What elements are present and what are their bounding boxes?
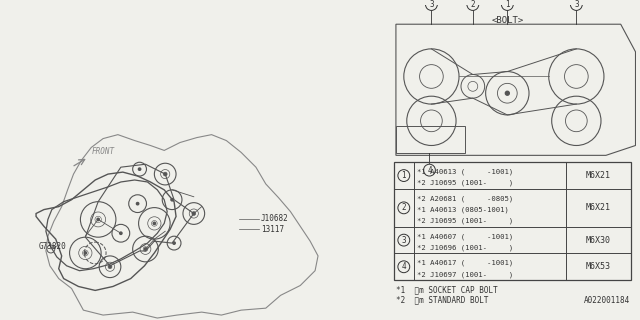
Circle shape [501,0,513,11]
Circle shape [97,218,99,220]
Circle shape [171,198,173,201]
Circle shape [398,234,410,246]
Text: 2: 2 [470,0,475,9]
Text: *1  Ⓢm SOCKET CAP BOLT: *1 Ⓢm SOCKET CAP BOLT [396,285,498,294]
Text: *2 J10696 (1001-     ): *2 J10696 (1001- ) [417,244,513,251]
Circle shape [506,91,509,95]
Circle shape [570,0,582,11]
Text: *2 J10697 (1001-     ): *2 J10697 (1001- ) [417,271,513,278]
Circle shape [153,222,156,225]
Circle shape [424,164,435,176]
Text: M6X30: M6X30 [586,236,611,244]
Text: 1: 1 [505,0,509,9]
Circle shape [426,0,437,11]
Text: *2 J10695 (1001-     ): *2 J10695 (1001- ) [417,218,513,224]
Circle shape [144,248,147,250]
Text: 3: 3 [574,0,579,9]
Text: G73820: G73820 [39,242,67,251]
Text: M6X21: M6X21 [586,171,611,180]
Circle shape [193,212,195,215]
Circle shape [138,168,141,170]
Text: *1 A40607 (     -1001): *1 A40607 ( -1001) [417,233,513,240]
Text: 4: 4 [427,166,432,175]
Text: 3: 3 [401,236,406,244]
Text: A022001184: A022001184 [584,296,630,305]
Circle shape [109,266,111,268]
Circle shape [467,0,479,11]
Text: 4: 4 [401,262,406,271]
Circle shape [84,252,86,254]
Text: 13117: 13117 [261,225,284,234]
Text: *2 A20681 (     -0805): *2 A20681 ( -0805) [417,195,513,202]
Text: 3: 3 [429,0,434,9]
Circle shape [398,170,410,181]
Circle shape [173,242,175,244]
Text: M6X53: M6X53 [586,262,611,271]
Text: *1 A40617 (     -1001): *1 A40617 ( -1001) [417,260,513,266]
Text: FRONT: FRONT [92,147,115,156]
Text: <BOLT>: <BOLT> [492,16,524,25]
Bar [396,126,465,153]
Circle shape [120,232,122,235]
Circle shape [164,173,166,175]
Text: 1: 1 [401,171,406,180]
Text: *2 J10695 (1001-     ): *2 J10695 (1001- ) [417,180,513,187]
Circle shape [398,202,410,214]
Text: M6X21: M6X21 [586,203,611,212]
Text: J10682: J10682 [261,214,289,223]
Circle shape [398,261,410,273]
Text: *1 A40613 (     -1001): *1 A40613 ( -1001) [417,169,513,175]
Text: *2  Ⓡm STANDARD BOLT: *2 Ⓡm STANDARD BOLT [396,296,488,305]
Text: *1 A40613 (0805-1001): *1 A40613 (0805-1001) [417,207,509,213]
Text: 2: 2 [401,203,406,212]
Circle shape [136,203,139,205]
Bar [394,162,630,280]
